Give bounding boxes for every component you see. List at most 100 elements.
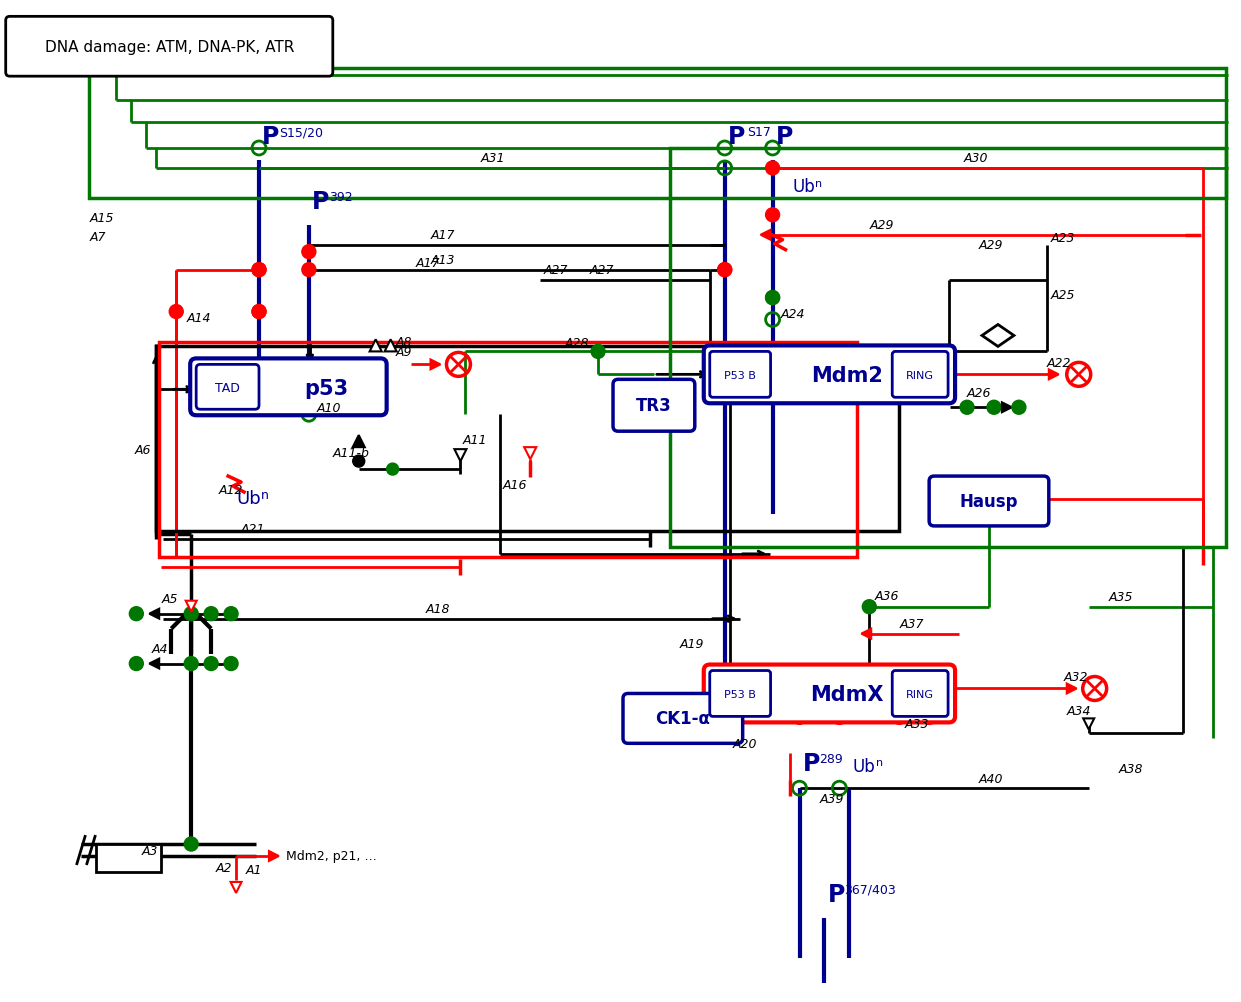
Text: P: P (311, 189, 329, 213)
Text: A11-b: A11-b (333, 446, 370, 459)
Circle shape (184, 607, 199, 621)
Text: n: n (261, 489, 269, 501)
Circle shape (387, 464, 398, 476)
Circle shape (717, 264, 732, 278)
Bar (89, 69, 1226, 198)
Text: A40: A40 (979, 772, 1004, 785)
Polygon shape (385, 340, 397, 352)
Circle shape (302, 264, 316, 278)
Circle shape (225, 657, 238, 671)
Circle shape (922, 710, 936, 724)
Circle shape (302, 245, 316, 260)
Text: A28: A28 (565, 337, 589, 350)
Text: S17: S17 (747, 126, 771, 139)
Text: TR3: TR3 (637, 397, 671, 415)
Text: A6: A6 (134, 443, 151, 456)
Text: A21: A21 (241, 523, 266, 536)
Text: A34: A34 (1067, 704, 1091, 717)
Circle shape (252, 264, 266, 278)
Text: A27: A27 (589, 264, 614, 277)
FancyBboxPatch shape (623, 693, 742, 743)
Text: A23: A23 (1051, 232, 1075, 244)
Polygon shape (1001, 403, 1011, 413)
Circle shape (169, 306, 184, 320)
Text: P53 B: P53 B (724, 371, 756, 381)
Polygon shape (524, 448, 536, 460)
Polygon shape (761, 230, 771, 240)
Circle shape (205, 607, 218, 621)
Polygon shape (431, 360, 441, 370)
Text: n: n (876, 758, 884, 768)
FancyBboxPatch shape (190, 359, 387, 416)
Polygon shape (1049, 370, 1059, 380)
Text: A29: A29 (869, 219, 894, 232)
Text: A10: A10 (316, 402, 341, 415)
Circle shape (862, 600, 876, 614)
Text: A18: A18 (426, 602, 450, 615)
Circle shape (184, 838, 199, 851)
Bar (670, 149, 1226, 547)
Text: A25: A25 (1051, 289, 1075, 302)
Text: A5: A5 (161, 592, 177, 605)
Bar (156, 347, 900, 531)
FancyBboxPatch shape (613, 380, 695, 432)
Circle shape (766, 161, 779, 175)
Text: A31: A31 (480, 152, 505, 165)
Text: Hausp: Hausp (959, 493, 1018, 510)
Circle shape (766, 292, 779, 306)
Text: RING: RING (906, 689, 934, 699)
Text: CK1-α: CK1-α (655, 709, 710, 727)
Text: A20: A20 (732, 737, 757, 750)
Text: A8: A8 (396, 336, 412, 349)
FancyBboxPatch shape (892, 671, 948, 716)
FancyBboxPatch shape (704, 346, 956, 404)
Polygon shape (1083, 718, 1095, 729)
Text: Mdm2: Mdm2 (812, 366, 884, 386)
Circle shape (961, 401, 974, 415)
Text: A12: A12 (220, 483, 243, 496)
Circle shape (252, 306, 266, 320)
Text: A30: A30 (964, 152, 989, 165)
Text: P: P (776, 125, 793, 149)
Text: A2: A2 (216, 862, 232, 875)
Polygon shape (186, 601, 196, 612)
Circle shape (987, 401, 1001, 415)
Text: A27: A27 (544, 264, 567, 277)
Text: A32: A32 (1064, 670, 1088, 683)
Text: A24: A24 (781, 308, 805, 321)
FancyBboxPatch shape (710, 352, 771, 398)
Circle shape (591, 345, 606, 359)
Circle shape (302, 390, 316, 404)
Text: A17: A17 (431, 229, 455, 242)
Text: Ub: Ub (853, 758, 875, 776)
Text: Mdm2, p21, …: Mdm2, p21, … (285, 849, 377, 862)
Polygon shape (269, 852, 279, 861)
Text: A1: A1 (246, 864, 263, 877)
Circle shape (129, 657, 143, 671)
FancyBboxPatch shape (710, 671, 771, 716)
Circle shape (225, 607, 238, 621)
FancyBboxPatch shape (892, 352, 948, 398)
Text: 367/403: 367/403 (844, 883, 896, 896)
Text: A4: A4 (151, 642, 168, 655)
Text: S15/20: S15/20 (279, 126, 323, 139)
Text: MdmX: MdmX (810, 684, 884, 704)
Text: A16: A16 (503, 478, 527, 491)
Polygon shape (454, 450, 467, 462)
Text: P: P (803, 752, 820, 776)
Text: p53: p53 (304, 379, 347, 399)
Circle shape (184, 657, 199, 671)
Text: P: P (828, 882, 845, 906)
Bar (97, 845, 161, 872)
Text: DNA damage: ATM, DNA-PK, ATR: DNA damage: ATM, DNA-PK, ATR (45, 40, 294, 55)
Text: A36: A36 (875, 589, 898, 602)
Circle shape (129, 607, 143, 621)
Polygon shape (370, 340, 382, 352)
Polygon shape (231, 882, 242, 893)
FancyBboxPatch shape (704, 665, 956, 722)
Text: A15: A15 (89, 212, 114, 225)
Text: A19: A19 (680, 637, 705, 650)
Text: A33: A33 (905, 717, 928, 730)
Text: A9: A9 (396, 346, 412, 359)
Bar (159, 343, 858, 557)
